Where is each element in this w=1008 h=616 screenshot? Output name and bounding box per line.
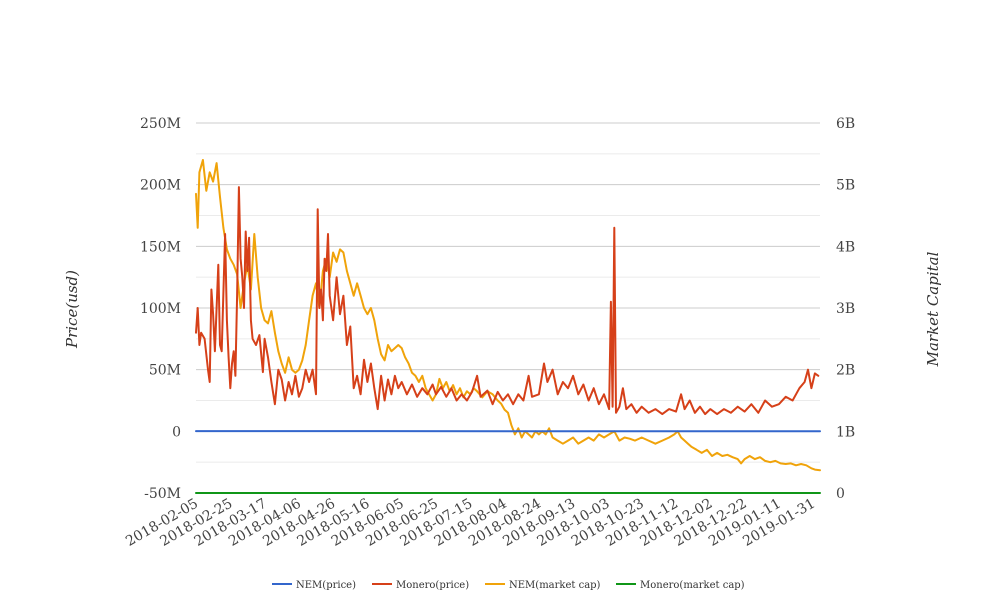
legend-label: Monero(market cap)	[640, 580, 745, 591]
y-right-tick-label: 1B	[836, 424, 855, 440]
y-right-tick-label: 6B	[836, 116, 855, 132]
y-right-tick-label: 0	[836, 486, 845, 502]
y-axis-left: -50M 0 50M 100M 150M 200M 250M	[140, 116, 181, 502]
x-axis: 2018-02-052018-02-252018-03-172018-04-06…	[123, 496, 818, 550]
y-right-tick-label: 5B	[836, 178, 855, 194]
y-axis-right-title: Market Capital	[924, 251, 942, 367]
y-left-tick-label: 0	[172, 424, 181, 440]
legend: NEM(price) Monero(price) NEM(market cap) Mo…	[272, 580, 745, 591]
y-left-tick-label: 250M	[140, 116, 181, 132]
series-lines	[195, 159, 821, 494]
y-axis-left-title: Price(usd)	[63, 270, 81, 349]
y-right-tick-label: 4B	[836, 239, 855, 255]
y-left-tick-label: 50M	[149, 363, 181, 379]
legend-label: NEM(price)	[296, 580, 356, 591]
y-left-tick-label: 150M	[140, 239, 181, 255]
grid	[196, 122, 820, 494]
y-left-tick-label: -50M	[144, 486, 181, 502]
y-left-tick-label: 200M	[140, 178, 181, 194]
y-axis-right: 0 1B 2B 3B 4B 5B 6B	[836, 116, 855, 502]
series-line-monero-price	[195, 186, 820, 416]
series-line-nem-market-cap	[195, 159, 821, 472]
y-right-tick-label: 3B	[836, 301, 855, 317]
legend-label: NEM(market cap)	[509, 580, 601, 591]
y-left-tick-label: 100M	[140, 301, 181, 317]
legend-label: Monero(price)	[396, 580, 469, 591]
y-right-tick-label: 2B	[836, 363, 855, 379]
